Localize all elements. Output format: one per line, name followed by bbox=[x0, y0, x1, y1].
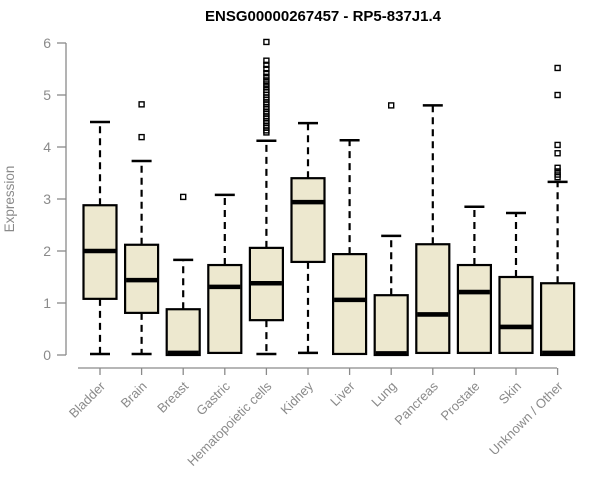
x-category-label-pancreas: Pancreas bbox=[391, 378, 441, 428]
y-tick-label-1: 1 bbox=[43, 295, 51, 311]
x-category-label-bladder: Bladder bbox=[66, 378, 109, 421]
outlier-hematopoietic-cells-24 bbox=[263, 65, 270, 73]
outlier-lung-0 bbox=[388, 102, 395, 109]
box-kidney bbox=[290, 177, 326, 264]
box-gastric bbox=[207, 263, 243, 355]
x-category-label-breast: Breast bbox=[154, 378, 191, 415]
x-category-label-unknown-other: Unknown / Other bbox=[486, 378, 566, 458]
box-prostate bbox=[456, 263, 492, 355]
y-tick-label-5: 5 bbox=[43, 87, 51, 103]
outlier-unknown-other-7 bbox=[554, 64, 561, 72]
y-tick-label-3: 3 bbox=[43, 191, 51, 207]
outlier-unknown-other-3 bbox=[554, 164, 561, 172]
x-category-label-kidney: Kidney bbox=[277, 378, 316, 417]
x-category-label-brain: Brain bbox=[118, 379, 150, 411]
y-tick-label-4: 4 bbox=[43, 139, 51, 155]
box-lung bbox=[373, 294, 409, 357]
box-pancreas bbox=[415, 243, 451, 355]
x-category-label-liver: Liver bbox=[327, 378, 358, 409]
x-category-label-skin: Skin bbox=[496, 379, 524, 407]
chart-title: ENSG00000267457 - RP5-837J1.4 bbox=[204, 8, 441, 25]
outlier-unknown-other-5 bbox=[554, 141, 561, 149]
box-breast bbox=[165, 308, 201, 357]
y-tick-label-2: 2 bbox=[43, 243, 51, 259]
y-tick-label-6: 6 bbox=[43, 35, 51, 51]
outlier-hematopoietic-cells-22 bbox=[263, 73, 270, 81]
outlier-unknown-other-4 bbox=[554, 150, 561, 157]
x-category-label-lung: Lung bbox=[368, 379, 399, 410]
outlier-hematopoietic-cells-25 bbox=[263, 61, 270, 69]
outlier-unknown-other-6 bbox=[554, 91, 561, 99]
box-liver bbox=[332, 253, 368, 356]
x-category-label-prostate: Prostate bbox=[438, 379, 483, 424]
outlier-brain-1 bbox=[138, 101, 145, 108]
outlier-hematopoietic-cells-26 bbox=[263, 57, 270, 64]
outlier-hematopoietic-cells-23 bbox=[263, 69, 270, 77]
box-unknown-other bbox=[539, 282, 576, 357]
outlier-brain-0 bbox=[138, 133, 145, 141]
outlier-breast-0 bbox=[179, 193, 187, 201]
outlier-hematopoietic-cells-27 bbox=[263, 38, 270, 46]
outlier-hematopoietic-cells-21 bbox=[263, 77, 270, 84]
box-skin bbox=[498, 275, 534, 355]
x-category-label-gastric: Gastric bbox=[193, 378, 233, 418]
outlier-unknown-other-2 bbox=[554, 168, 561, 175]
y-tick-label-0: 0 bbox=[43, 347, 51, 363]
